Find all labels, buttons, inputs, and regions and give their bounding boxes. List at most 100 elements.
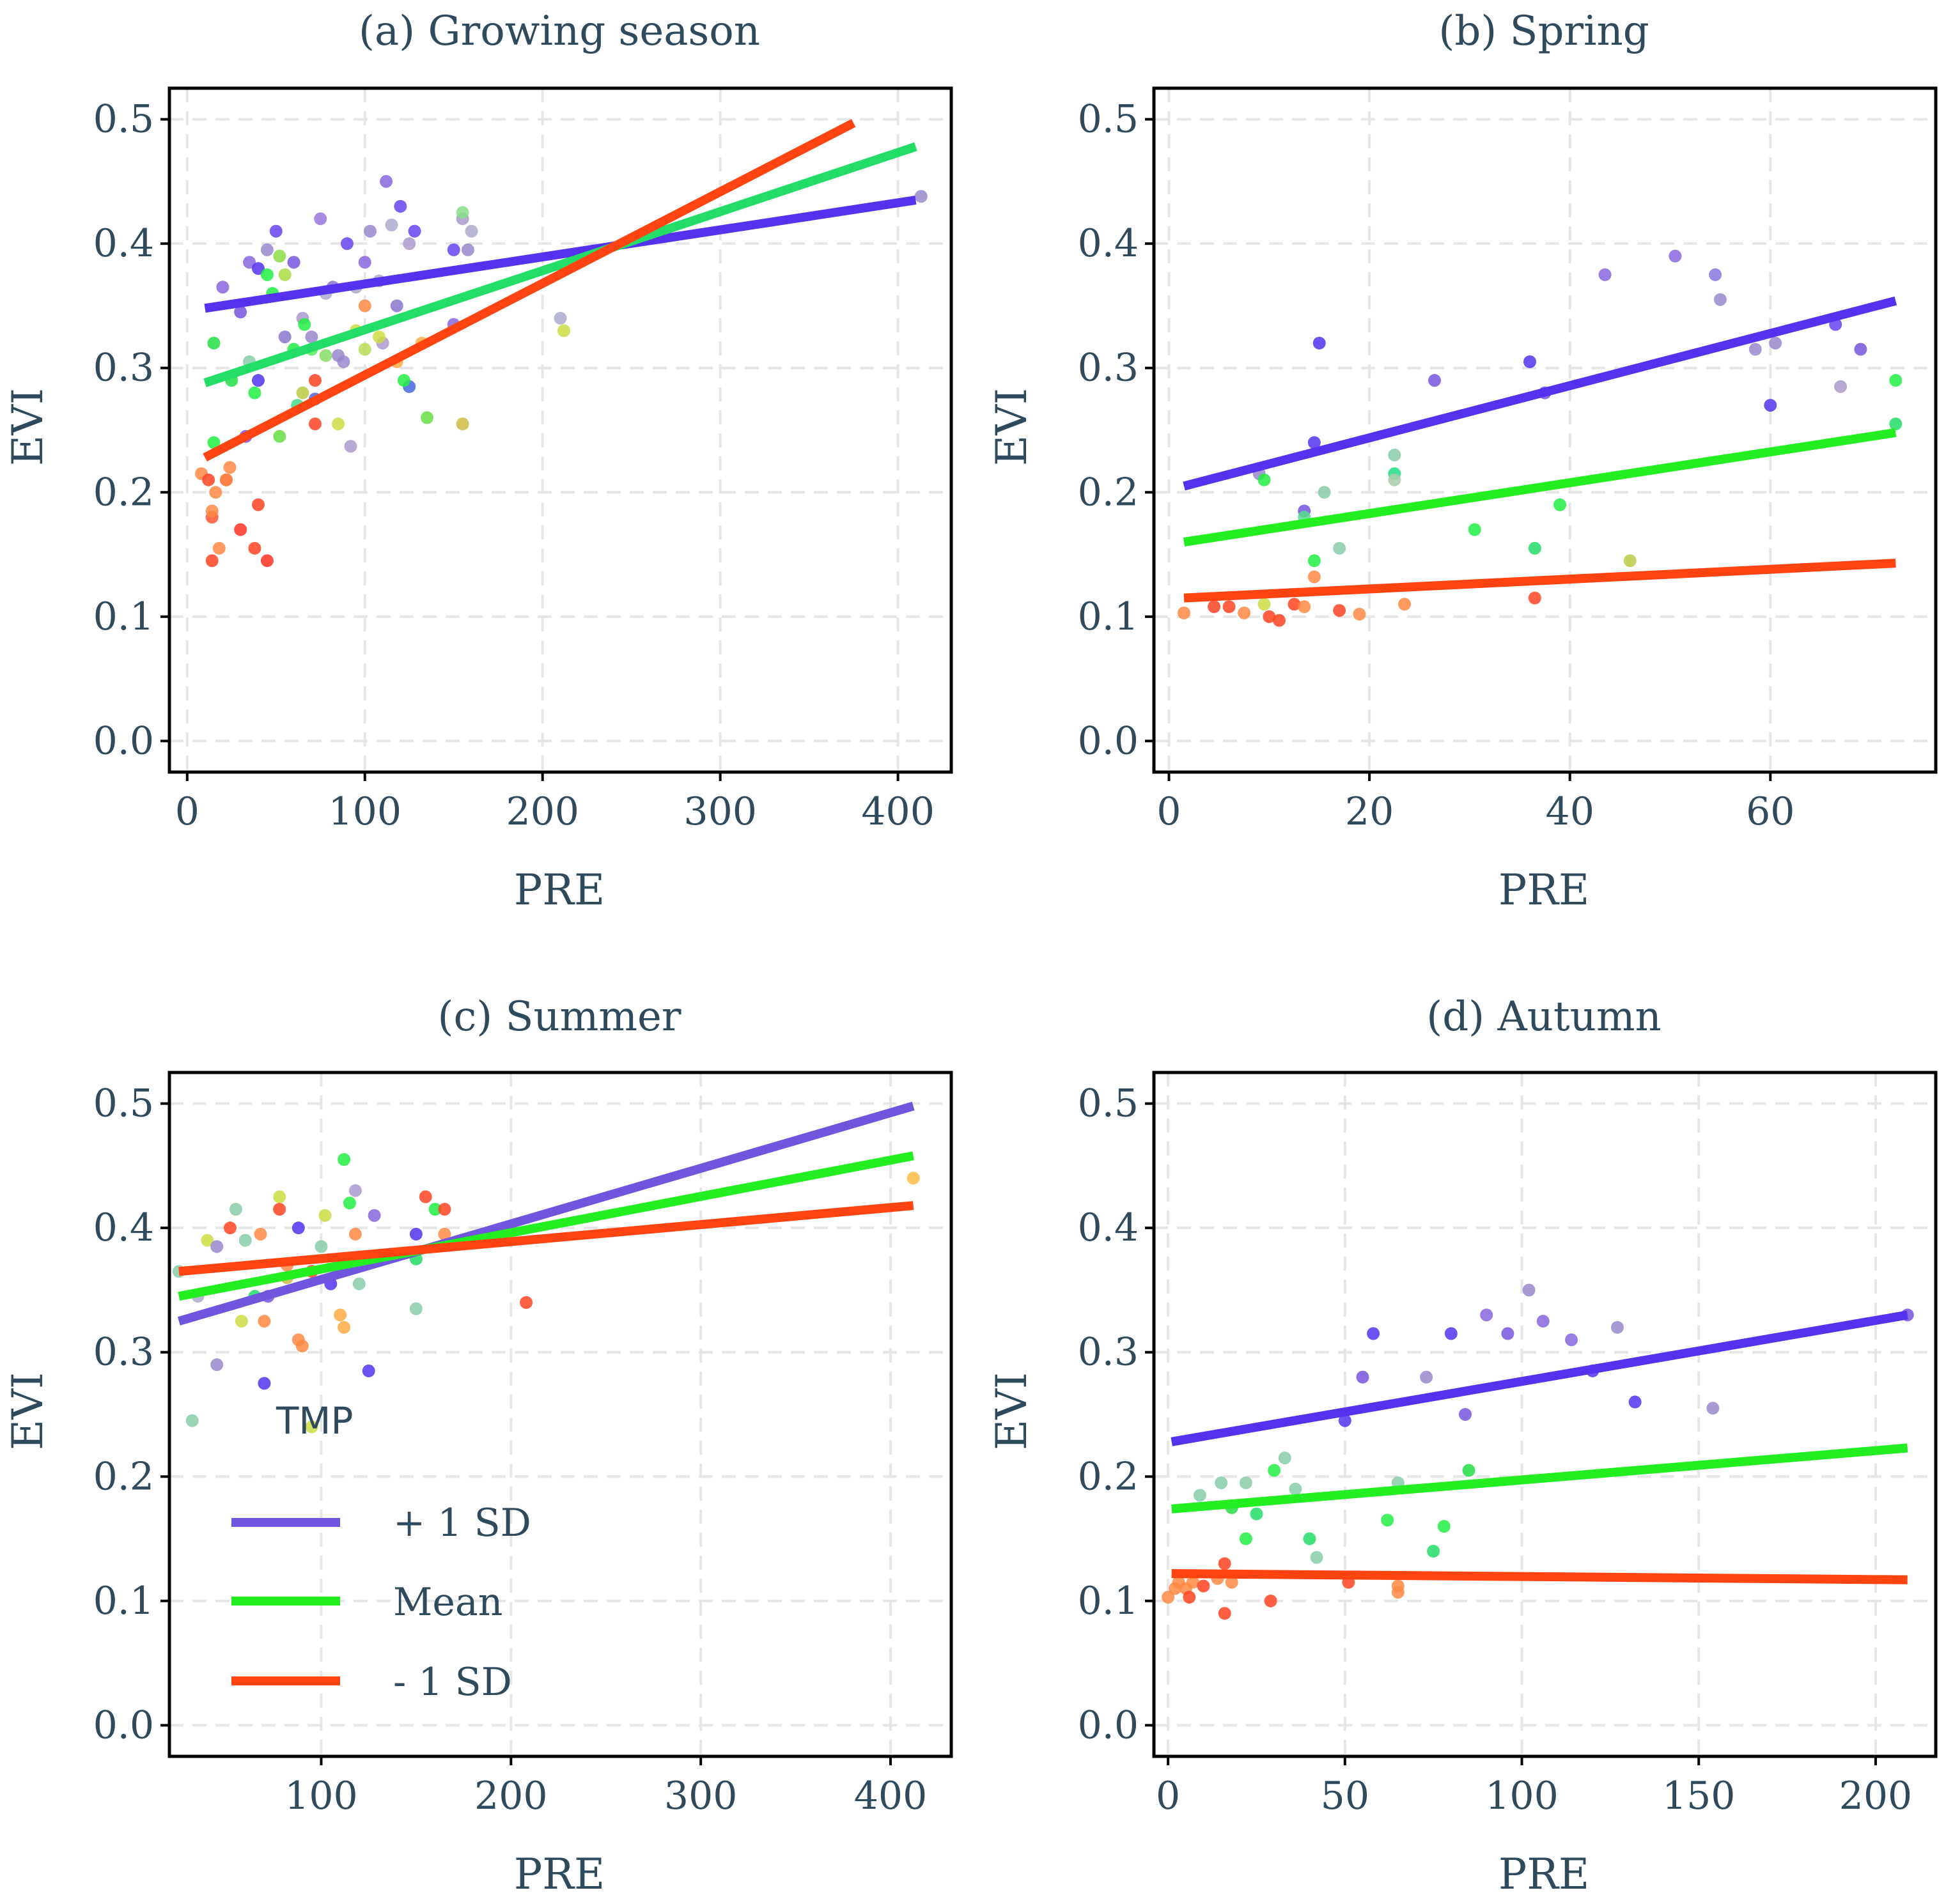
y-tick-label: 0.5: [93, 1081, 154, 1126]
data-point: [1239, 1476, 1252, 1489]
x-tick-label: 300: [664, 1774, 738, 1818]
x-tick-label: 50: [1321, 1774, 1369, 1818]
data-point: [210, 1358, 224, 1372]
data-point: [1367, 1327, 1380, 1340]
data-point: [1889, 417, 1903, 431]
legend-entry: + 1 SD: [231, 1501, 531, 1545]
y-tick-label: 0.4: [93, 1205, 154, 1250]
data-point: [209, 486, 222, 499]
data-point: [1215, 1476, 1228, 1489]
data-point: [229, 1203, 242, 1216]
legend: TMP + 1 SD Mean - 1 SD: [231, 1399, 531, 1705]
y-axis-label: EVI: [3, 1372, 52, 1450]
data-point: [292, 1221, 305, 1235]
data-point: [1428, 374, 1442, 387]
data-point: [1468, 523, 1481, 536]
plot-frame: [167, 1071, 953, 1758]
data-point: [332, 417, 345, 431]
x-axis-label: PRE: [1498, 865, 1589, 915]
data-point: [1218, 1607, 1231, 1620]
x-tick-label: 150: [1662, 1774, 1736, 1818]
data-point: [201, 1234, 214, 1247]
data-point: [344, 440, 357, 453]
y-tick-label: 0.3: [93, 346, 154, 391]
fit-line-1-sd: [1183, 296, 1897, 491]
data-point: [210, 1240, 224, 1253]
x-tick-label: 200: [1839, 1774, 1913, 1818]
data-point: [1391, 1586, 1405, 1599]
data-point: [185, 1414, 199, 1427]
y-tick-label: 0.0: [1078, 718, 1139, 763]
x-tick-label: 20: [1345, 789, 1394, 834]
data-point: [1458, 1408, 1472, 1421]
data-point: [1288, 598, 1301, 611]
data-point: [269, 224, 283, 238]
data-point: [251, 498, 265, 511]
x-tick-label: 200: [474, 1774, 548, 1818]
data-point: [254, 1227, 267, 1241]
plot-area: [169, 1072, 951, 1756]
data-point: [403, 237, 416, 251]
data-point: [1381, 1513, 1394, 1527]
data-point: [447, 243, 460, 256]
data-point: [1834, 380, 1848, 393]
fit-line-1-sd: [178, 1201, 914, 1276]
data-point: [1462, 1464, 1475, 1477]
data-point: [1208, 600, 1221, 614]
y-axis-label: EVI: [987, 1372, 1036, 1450]
x-tick-label: 40: [1546, 789, 1594, 834]
data-point: [380, 174, 393, 188]
fit-line-mean: [203, 142, 917, 387]
data-point: [251, 262, 265, 275]
data-point: [219, 473, 233, 486]
y-tick-label: 0.1: [1078, 1579, 1139, 1623]
x-axis-label: PRE: [514, 865, 605, 915]
data-point: [260, 268, 274, 281]
data-point: [1257, 598, 1271, 611]
y-axis-label: EVI: [3, 388, 52, 466]
legend-entry: Mean: [231, 1580, 502, 1625]
data-point: [1272, 614, 1286, 627]
data-point: [1318, 486, 1331, 499]
data-point: [305, 330, 318, 344]
panel-spring: (b) Spring PRE EVI 0.0 0.1 0.2 0.3 0.4 0.5 0 20…: [987, 8, 1938, 915]
data-point: [234, 306, 247, 319]
data-point: [1238, 606, 1251, 619]
data-point: [456, 206, 469, 219]
data-point: [1536, 1315, 1550, 1328]
data-point: [1178, 606, 1191, 619]
data-point: [298, 318, 311, 331]
data-point: [352, 1277, 366, 1290]
y-tick-label: 0.1: [93, 594, 154, 639]
data-point: [554, 311, 567, 325]
panel-title: (d) Autumn: [1426, 993, 1662, 1041]
data-point: [216, 281, 230, 294]
data-point: [258, 1377, 271, 1390]
data-point: [1303, 1532, 1316, 1545]
data-point: [260, 554, 274, 568]
plot-area: [1154, 88, 1936, 772]
data-point: [205, 504, 219, 518]
data-point: [1225, 1575, 1238, 1589]
data-point: [1222, 600, 1236, 614]
y-tick-label: 0.0: [1078, 1703, 1139, 1747]
data-point: [456, 417, 469, 431]
data-point: [1250, 1507, 1263, 1521]
data-point: [296, 386, 309, 399]
fit-line-1-sd: [203, 119, 856, 462]
x-axis-label: PRE: [514, 1850, 605, 1899]
data-point: [1565, 1333, 1578, 1347]
data-point: [1356, 1370, 1369, 1384]
data-point: [461, 243, 474, 256]
data-point: [1598, 268, 1612, 281]
data-point: [1218, 1557, 1231, 1570]
data-point: [273, 430, 286, 443]
data-point: [1263, 610, 1276, 623]
data-point: [273, 1190, 286, 1204]
data-point: [207, 336, 221, 350]
data-point: [1278, 1451, 1291, 1465]
data-point: [1522, 1283, 1536, 1297]
data-point: [1310, 1551, 1323, 1564]
data-point: [1669, 249, 1682, 263]
data-point: [1610, 1320, 1624, 1334]
